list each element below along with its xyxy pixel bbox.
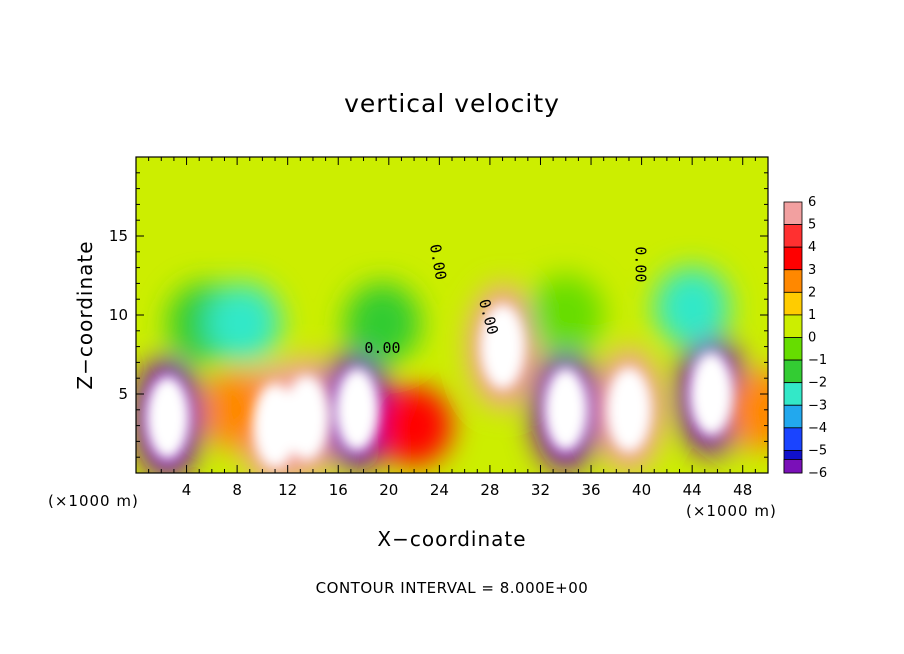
field-core-9	[606, 367, 651, 452]
field-core-0	[145, 375, 190, 460]
colorbar-label: 6	[808, 195, 816, 210]
field-core-10	[689, 352, 734, 436]
colorbar-swatch	[783, 337, 803, 361]
colorbar-label: 4	[808, 240, 816, 255]
y-axis: 5 10 15	[109, 172, 768, 458]
x-axis-label: X−coordinate	[377, 527, 526, 551]
colorbar-legend: 6 5 4 3 2 1 0 −1 −2 −3 −4 −5 −6	[783, 195, 827, 481]
colorbar-label: 5	[808, 218, 816, 233]
colorbar-swatch	[783, 427, 803, 451]
colorbar-swatch	[783, 201, 803, 225]
field-cell-11	[723, 369, 768, 450]
colorbar-swatch	[783, 314, 803, 338]
field-core-7	[480, 304, 525, 389]
field-cell-13	[527, 275, 604, 355]
colorbar-swatch	[783, 291, 803, 316]
x-tick-label: 24	[430, 481, 449, 499]
x-tick-label: 8	[232, 481, 242, 499]
colorbar-swatch	[783, 459, 803, 474]
field-cell-15	[205, 282, 282, 363]
colorbar-label: 2	[808, 285, 816, 300]
y-tick-label: 15	[109, 227, 128, 245]
zero-contour-label: 0.00	[426, 243, 450, 282]
field-core-8	[543, 367, 588, 452]
colorbar-swatch	[783, 269, 803, 293]
colorbar-swatch	[783, 382, 803, 406]
colorbar-swatch	[783, 359, 803, 384]
x-tick-label: 12	[278, 481, 297, 499]
x-tick-label: 28	[480, 481, 499, 499]
field-cell-14	[654, 267, 731, 348]
colorbar-label: −4	[808, 421, 827, 436]
x-tick-label: 20	[379, 481, 398, 499]
contour-interval-note: CONTOUR INTERVAL = 8.000E+00	[316, 579, 589, 597]
field-core-3	[284, 375, 329, 460]
x-tick-label: 36	[581, 481, 600, 499]
colorbar-label: −3	[808, 398, 827, 413]
colorbar-swatch	[783, 224, 803, 248]
y-tick-label: 10	[109, 306, 128, 324]
x-tick-label: 44	[683, 481, 702, 499]
colorbar-label: 3	[808, 263, 816, 278]
x-axis: 4 8 12 16 20 24 28 32 36 40 44 48	[148, 157, 756, 499]
x-unit-label-right: (×1000 m)	[686, 502, 777, 520]
field-core-5	[335, 367, 380, 452]
chart-title: vertical velocity	[344, 89, 560, 118]
field-cell-12	[344, 282, 421, 363]
colorbar-label: −2	[808, 376, 827, 391]
x-unit-label-left: (×1000 m)	[48, 492, 139, 510]
colorbar-swatch	[783, 404, 803, 429]
colorbar-label: −6	[808, 466, 827, 481]
colorbar-label: −1	[808, 353, 827, 368]
colorbar-label: 0	[808, 331, 816, 346]
colorbar-swatch	[783, 246, 803, 271]
x-tick-label: 48	[733, 481, 752, 499]
x-tick-label: 4	[182, 481, 192, 499]
x-tick-label: 40	[632, 481, 651, 499]
colorbar-label: −5	[808, 443, 827, 458]
y-axis-label: Z−coordinate	[73, 240, 97, 389]
zero-contour-label: 0.00	[364, 339, 400, 357]
x-tick-label: 16	[329, 481, 348, 499]
colorbar-label: 1	[808, 308, 816, 323]
y-tick-label: 5	[118, 385, 128, 403]
plot-area: 0.000.000.000.00	[136, 157, 768, 473]
zero-contour-label: 0.00	[631, 246, 649, 282]
x-tick-label: 32	[531, 481, 550, 499]
field-cell-6	[376, 385, 453, 466]
